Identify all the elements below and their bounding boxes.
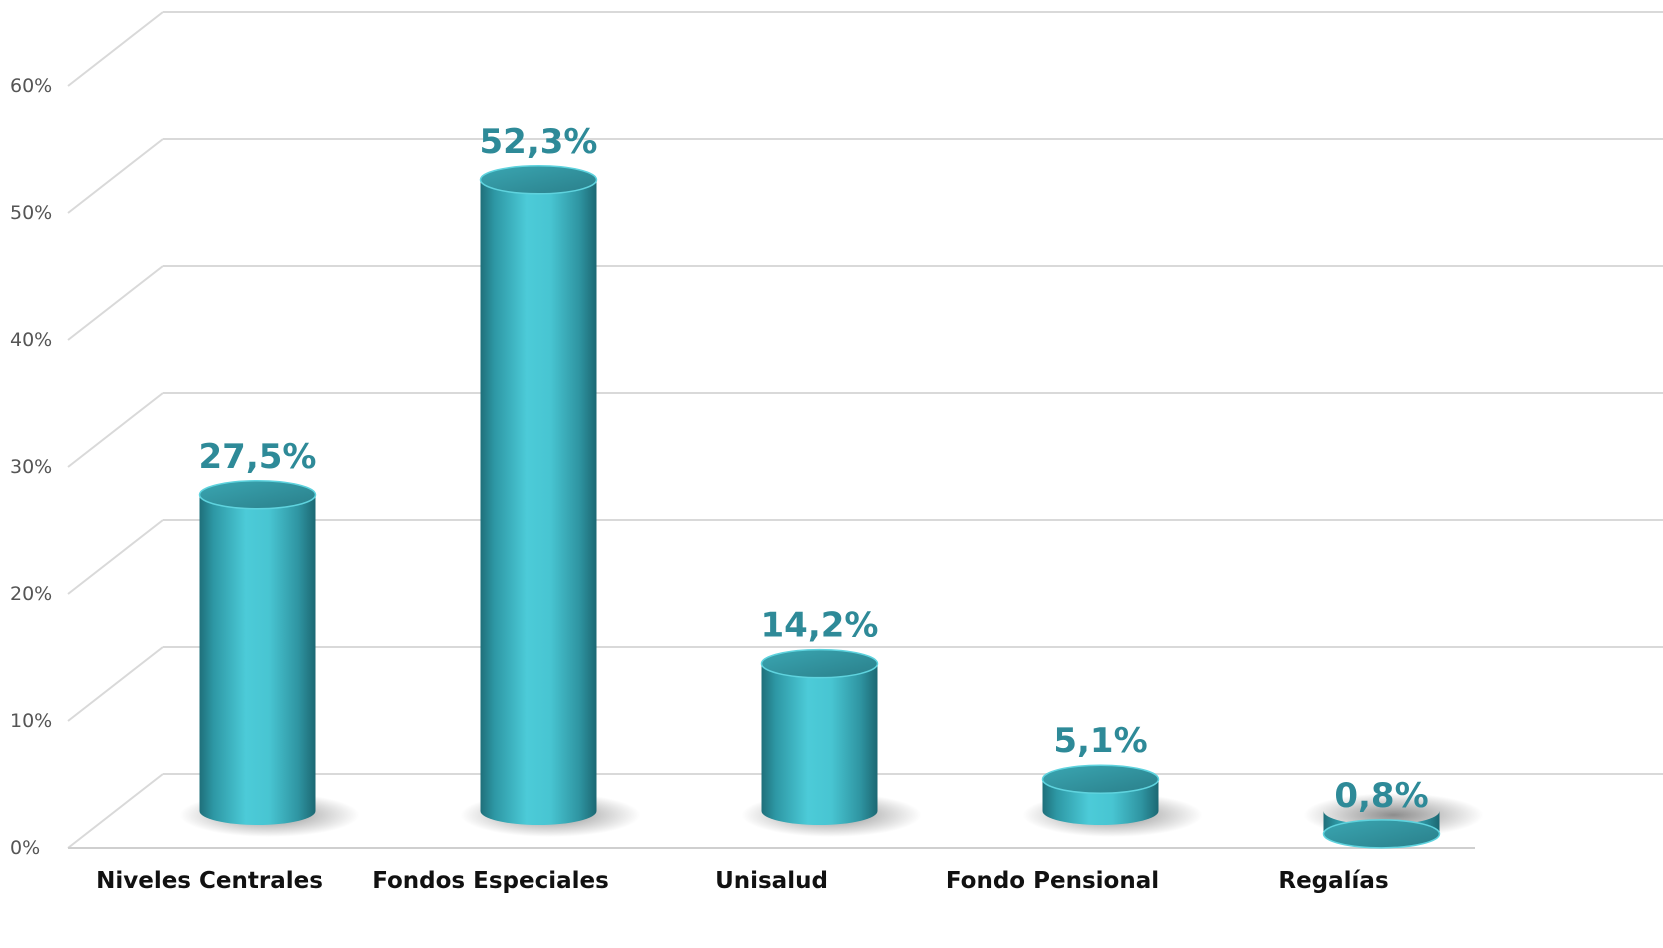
- gridlines: [67, 11, 1663, 849]
- y-tick-label: 0%: [10, 837, 40, 859]
- bar-body: [761, 663, 878, 825]
- bar-top: [760, 648, 879, 679]
- data-label: 52,3%: [480, 122, 598, 162]
- bar-top: [198, 480, 317, 510]
- bar-top: [479, 165, 598, 195]
- gridline-side: [67, 519, 164, 595]
- category-label: Regalías: [1278, 868, 1388, 894]
- data-label: 14,2%: [761, 606, 879, 646]
- y-tick-label: 60%: [10, 75, 52, 97]
- y-tick-label: 10%: [10, 710, 52, 732]
- category-label: Unisalud: [715, 868, 828, 894]
- bar-4: [1022, 764, 1203, 837]
- labels: 27,5% Niveles Centrales 52,3% Fondos Especi…: [96, 122, 1429, 894]
- gridline-side: [67, 646, 164, 722]
- bar-body: [199, 494, 316, 825]
- data-label: 27,5%: [199, 437, 317, 477]
- bar-1: [179, 480, 360, 837]
- gridline-side: [67, 773, 164, 849]
- category-label: Fondo Pensional: [946, 868, 1159, 894]
- y-tick-label: 30%: [10, 456, 52, 478]
- data-label: 5,1%: [1053, 721, 1147, 761]
- bar-2: [460, 165, 641, 837]
- bar-top: [1322, 819, 1441, 849]
- gridline-side: [67, 11, 164, 87]
- gridline-side: [67, 138, 164, 214]
- bar-body: [480, 179, 597, 826]
- y-tick-label: 50%: [10, 202, 52, 224]
- y-tick-label: 20%: [10, 583, 52, 605]
- gridline-side: [67, 392, 164, 468]
- category-label: Fondos Especiales: [372, 868, 609, 894]
- y-tick-label: 40%: [10, 329, 52, 351]
- bar-5: [1303, 793, 1484, 849]
- bar-3: [741, 648, 922, 837]
- category-label: Niveles Centrales: [96, 868, 323, 894]
- bars: [179, 165, 1484, 849]
- y-axis: 0% 10% 20% 30% 40% 50% 60%: [10, 75, 52, 859]
- data-label: 0,8%: [1334, 776, 1428, 816]
- gridline-side: [67, 265, 164, 341]
- bar-top: [1041, 764, 1160, 794]
